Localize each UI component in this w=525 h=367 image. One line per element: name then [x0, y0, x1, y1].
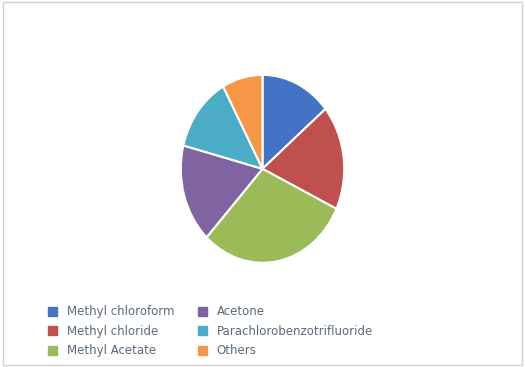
Wedge shape: [206, 169, 337, 263]
Wedge shape: [223, 75, 262, 169]
Wedge shape: [262, 109, 344, 209]
Legend: Methyl chloroform, Methyl chloride, Methyl Acetate, Acetone, Parachlorobenzotrif: Methyl chloroform, Methyl chloride, Meth…: [48, 305, 373, 357]
Wedge shape: [262, 75, 326, 169]
Wedge shape: [183, 87, 262, 169]
Wedge shape: [181, 145, 262, 237]
Text: Global Exempt Solvents Market Share, By Products, 2020 (%): Global Exempt Solvents Market Share, By …: [9, 15, 516, 29]
